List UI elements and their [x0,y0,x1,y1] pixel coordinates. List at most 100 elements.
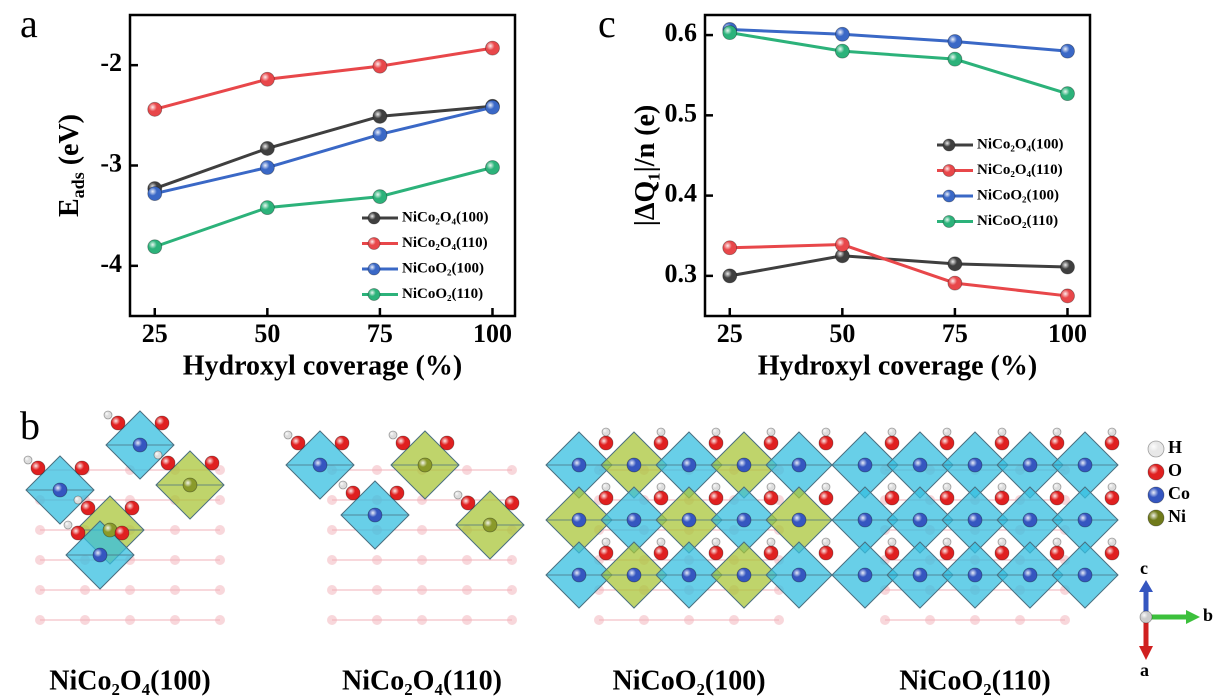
atom [115,526,129,540]
atom [1105,491,1119,505]
sphere-shine [764,546,778,560]
sphere-shine [709,546,723,560]
atom [155,416,169,430]
atom [627,458,641,472]
sphere-shine [998,483,1006,491]
atom [913,458,927,472]
sphere-shine [313,458,327,472]
legend-marker [943,216,955,228]
data-point [723,269,737,283]
sphere-shine [948,34,962,48]
data-point [485,100,499,114]
sphere-shine [260,72,274,86]
atom [998,428,1006,436]
structure-label: NiCoO₂(100) [612,665,765,696]
sphere-shine [913,568,927,582]
sphere-shine [682,513,696,527]
lattice-atom [215,495,225,505]
sphere-shine [440,436,454,450]
atom [1078,458,1092,472]
atom [1053,428,1061,436]
sphere-shine [485,41,499,55]
atom [133,438,147,452]
y-tick-label: 0.3 [665,259,698,288]
sphere-shine [1060,289,1074,303]
atom [709,491,723,505]
sphere-shine [764,491,778,505]
x-tick-label: 75 [367,319,393,348]
atom [1078,513,1092,527]
sphere-shine [943,428,951,436]
sphere-shine [260,141,274,155]
data-point [948,276,962,290]
sphere-shine [940,491,954,505]
atom [602,483,610,491]
atom [654,546,668,560]
atom [572,568,586,582]
structure-label: NiCo₂O₄(100) [49,665,210,696]
legend-label: NiCo₂O₄(110) [977,162,1063,178]
sphere-shine [1050,546,1064,560]
sphere-shine [602,538,610,546]
sphere-shine [339,481,347,489]
atom [505,496,519,510]
atom [943,483,951,491]
y-tick-label: 0.4 [665,179,698,208]
sphere-shine [943,216,955,228]
sphere-shine [1053,428,1061,436]
sphere-shine [368,508,382,522]
sphere-shine [368,212,380,224]
sphere-shine [599,546,613,560]
data-point [835,238,849,252]
sphere-shine [390,486,404,500]
atom [654,491,668,505]
sphere-shine [1108,538,1116,546]
x-tick-label: 50 [829,319,855,348]
sphere-shine [64,521,72,529]
atom [1105,546,1119,560]
sphere-shine [1060,87,1074,101]
sphere-shine [53,483,67,497]
atom [764,546,778,560]
sphere-shine [1108,483,1116,491]
sphere-shine [835,238,849,252]
data-point [260,161,274,175]
x-tick-label: 100 [473,319,512,348]
sphere-shine [767,483,775,491]
sphere-shine [835,44,849,58]
sphere-shine [161,456,175,470]
data-point [948,34,962,48]
atom [709,546,723,560]
arrow-head [1186,610,1200,624]
lattice-atom [215,615,225,625]
atom [858,513,872,527]
sphere-shine [183,478,197,492]
data-point [373,190,387,204]
data-point [373,59,387,73]
sphere-shine [75,461,89,475]
atom [709,436,723,450]
sphere-shine [155,416,169,430]
sphere-shine [1078,458,1092,472]
sphere-shine [74,496,82,504]
sphere-shine [943,483,951,491]
data-point [373,127,387,141]
x-axis-label: Hydroxyl coverage (%) [758,350,1037,381]
atom [396,436,410,450]
sphere-shine [943,538,951,546]
panel-letter: c [598,1,616,46]
data-point [148,102,162,116]
sphere-shine [792,568,806,582]
sphere-shine [654,491,668,505]
x-tick-label: 25 [717,319,743,348]
atom [737,568,751,582]
series-line [155,48,493,109]
sphere-shine [654,436,668,450]
data-point [148,187,162,201]
atom [913,568,927,582]
atom [313,458,327,472]
y-axis-label-part: |ΔQ₁|/n (e) [630,105,661,227]
atom [1078,568,1092,582]
atom [968,458,982,472]
atom [1108,428,1116,436]
